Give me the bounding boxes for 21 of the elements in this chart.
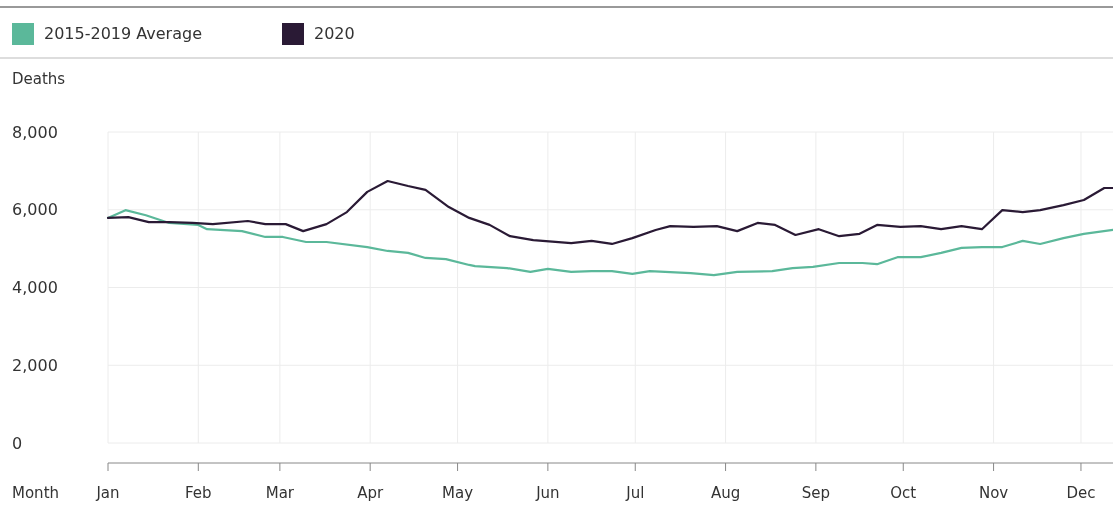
y-tick-label: 2,000 — [12, 355, 58, 375]
x-tick-label: Apr — [357, 484, 384, 502]
x-tick-label: Jan — [95, 484, 120, 502]
x-tick-label: May — [442, 484, 474, 502]
x-tick-label: Aug — [710, 484, 741, 502]
x-tick-label: Sep — [801, 484, 831, 502]
x-tick-label: Mar — [265, 484, 295, 502]
x-tick-label: Jun — [535, 484, 560, 502]
y-tick-label: 6,000 — [12, 200, 58, 220]
legend-label: 2015-2019 Average — [44, 24, 202, 43]
x-axis-title: Month — [12, 484, 60, 502]
y-tick-label: 8,000 — [12, 122, 58, 142]
x-tick-label: Oct — [890, 484, 917, 502]
x-tick-label: Feb — [185, 484, 212, 502]
x-tick-label: Nov — [978, 484, 1009, 502]
y-tick-label: 0 — [12, 433, 23, 453]
legend-label: 2020 — [314, 24, 355, 43]
y-axis-title: Deaths — [12, 70, 66, 88]
x-tick-label: Jul — [625, 484, 645, 502]
y-tick-label: 4,000 — [12, 278, 58, 298]
x-tick-label: Dec — [1066, 484, 1096, 502]
